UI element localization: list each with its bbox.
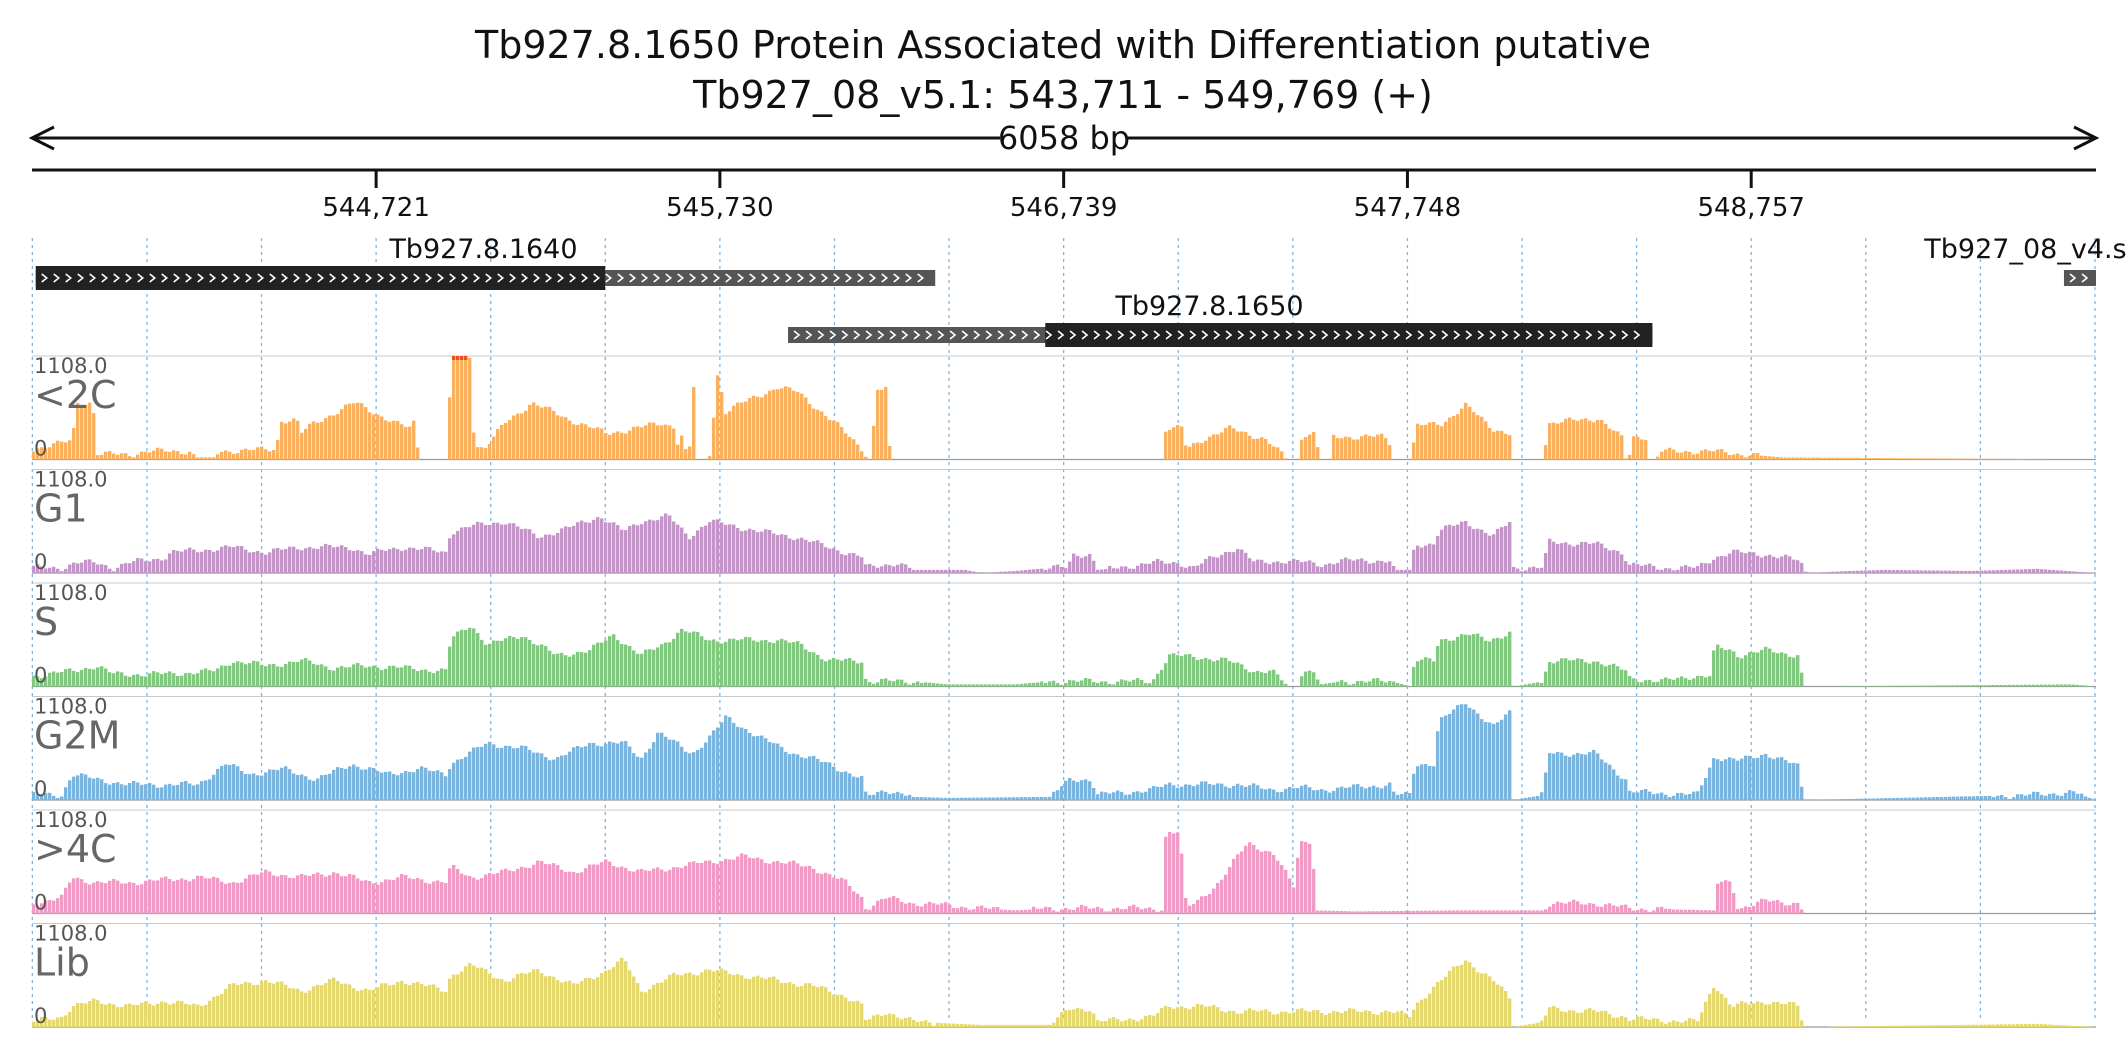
coordinate-ruler: 544,721 545,730 546,739 547,748 548,757: [32, 168, 2096, 223]
span-length-label: 6058 bp: [998, 119, 1130, 157]
track-name-label: >4C: [34, 827, 117, 871]
track-min-label: 0: [34, 1004, 47, 1028]
span-arrow-left-head: [28, 125, 55, 151]
gene-cds-bar: [1045, 323, 1653, 347]
coverage-track: 1108.0G1 0: [32, 468, 2096, 574]
coverage-area: [32, 513, 2092, 573]
gene-name-label: Tb927.8.1640: [388, 234, 577, 265]
track-max-label: 1108.0: [34, 468, 107, 492]
gene-cds-bar: [35, 266, 606, 290]
coverage-area: [32, 957, 2092, 1027]
coverage-track: 1108.0>4C 0: [32, 808, 2096, 915]
track-max-label: 1108.0: [34, 695, 107, 719]
track-min-label: 0: [34, 664, 47, 688]
ruler-tick-label: 545,730: [666, 193, 774, 223]
track-name-label: G1: [34, 487, 88, 531]
track-name-label: <2C: [34, 373, 117, 417]
track-max-label: 1108.0: [34, 581, 107, 605]
ruler-tick-label: 544,721: [322, 193, 430, 223]
gene-strand-chevrons: [793, 330, 1641, 340]
gene-annotation-track: Tb927.8.1640 Tb927_08_v4.snoRNA.0011 Tb927…: [35, 234, 2126, 347]
ruler-tick-label: 547,748: [1354, 193, 1462, 223]
track-max-label: 1108.0: [34, 354, 107, 378]
figure-header: Tb927.8.1650 Protein Associated with Dif…: [474, 23, 1651, 117]
gene-strand-chevrons: [41, 273, 925, 283]
gene-title: Tb927.8.1650 Protein Associated with Dif…: [474, 23, 1651, 67]
coverage-area: [32, 831, 1804, 914]
ruler-tick-label: 548,757: [1697, 193, 1805, 223]
track-min-label: 0: [34, 550, 47, 574]
coverage-area: [32, 356, 2048, 460]
locus-coordinates: Tb927_08_v5.1: 543,711 - 549,769 (+): [692, 73, 1433, 117]
track-min-label: 0: [34, 437, 47, 461]
coverage-tracks: 1108.0<2C01108.0G101108.0S01108.0G2M0110…: [32, 354, 2096, 1028]
track-max-label: 1108.0: [34, 808, 107, 832]
gene-name-label: Tb927.8.1650: [1114, 291, 1303, 322]
track-name-label: Lib: [34, 941, 90, 985]
gene-name-label: Tb927_08_v4.snoRNA.0011: [1923, 234, 2126, 265]
track-min-label: 0: [34, 891, 47, 915]
track-name-label: S: [34, 600, 58, 644]
track-max-label: 1108.0: [34, 922, 107, 946]
span-arrow: 6058 bp: [28, 119, 2100, 157]
coverage-overflow-marker: [452, 356, 468, 360]
coverage-track: 1108.0S 0: [32, 581, 2096, 688]
span-arrow-right-head: [2073, 125, 2100, 151]
coverage-area: [32, 627, 2092, 687]
track-min-label: 0: [34, 777, 47, 801]
coverage-area: [32, 704, 2096, 800]
coverage-track: 1108.0<2C 0: [32, 354, 2096, 461]
gene-utr-bar: [2063, 270, 2096, 286]
ruler-tick-label: 546,739: [1010, 193, 1118, 223]
track-name-label: G2M: [34, 714, 120, 758]
gene-strand-chevrons: [2069, 273, 2089, 283]
